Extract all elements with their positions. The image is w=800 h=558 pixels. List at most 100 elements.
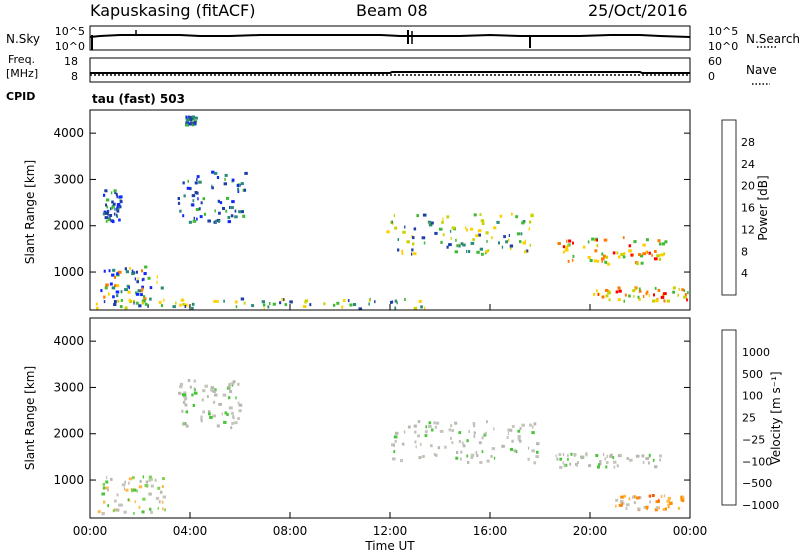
scatter-cell bbox=[646, 290, 649, 294]
scatter-cell bbox=[217, 199, 220, 203]
scatter-cell bbox=[601, 252, 604, 256]
scatter-cell bbox=[302, 305, 307, 308]
freq-tick-bottom: 8 bbox=[71, 70, 78, 83]
scatter-cell bbox=[652, 299, 655, 303]
power-ylabel: Slant Range [km] bbox=[23, 160, 37, 264]
scatter-cell bbox=[556, 457, 559, 461]
scatter-cell bbox=[431, 428, 434, 432]
scatter-cell bbox=[435, 453, 438, 457]
scatter-cell bbox=[666, 499, 671, 503]
scatter-cell bbox=[188, 115, 191, 119]
scatter-cell bbox=[211, 186, 214, 190]
scatter-cell bbox=[394, 306, 397, 310]
scatter-cell bbox=[444, 445, 447, 449]
scatter-cell bbox=[651, 253, 653, 257]
scatter-cell bbox=[137, 277, 139, 281]
scatter-cell bbox=[106, 209, 110, 213]
scatter-cell bbox=[114, 508, 117, 512]
scatter-cell bbox=[509, 428, 513, 432]
scatter-cell bbox=[191, 393, 194, 397]
scatter-cell bbox=[628, 294, 631, 298]
scatter-cell bbox=[202, 389, 206, 393]
scatter-cell bbox=[179, 385, 183, 389]
scatter-cell bbox=[103, 500, 106, 504]
scatter-cell bbox=[413, 306, 418, 310]
scatter-cell bbox=[189, 385, 192, 389]
scatter-cell bbox=[135, 292, 140, 296]
scatter-cell bbox=[624, 293, 627, 297]
scatter-cell bbox=[677, 293, 679, 297]
scatter-cell bbox=[192, 199, 195, 203]
scatter-cell bbox=[113, 189, 117, 193]
scatter-cell bbox=[655, 506, 659, 510]
scatter-cell bbox=[138, 505, 141, 509]
scatter-cell bbox=[667, 496, 671, 500]
scatter-cell bbox=[522, 241, 526, 245]
scatter-cell bbox=[450, 424, 453, 428]
scatter-cell bbox=[148, 492, 152, 496]
scatter-cell bbox=[151, 477, 153, 481]
scatter-cell bbox=[498, 241, 500, 245]
scatter-cell bbox=[231, 178, 235, 182]
scatter-cell bbox=[572, 254, 575, 258]
scatter-cell bbox=[224, 173, 228, 177]
scatter-cell bbox=[113, 303, 117, 306]
colorbar-tick-label: 25 bbox=[742, 412, 756, 425]
scatter-cell bbox=[368, 302, 370, 306]
scatter-cell bbox=[125, 488, 129, 492]
station-title: Kapuskasing (fitACF) bbox=[90, 1, 255, 20]
scatter-cell bbox=[189, 187, 192, 191]
scatter-cell bbox=[473, 434, 476, 438]
scatter-cell bbox=[111, 206, 114, 210]
scatter-cell bbox=[131, 489, 134, 493]
scatter-cell bbox=[116, 203, 121, 206]
scatter-cell bbox=[193, 387, 195, 391]
scatter-cell bbox=[221, 412, 224, 416]
scatter-cell bbox=[680, 498, 684, 502]
scatter-cell bbox=[243, 188, 247, 192]
scatter-cell bbox=[623, 299, 625, 303]
scatter-cell bbox=[568, 239, 572, 243]
scatter-cell bbox=[126, 284, 130, 288]
scatter-cell bbox=[111, 200, 114, 204]
scatter-cell bbox=[664, 240, 668, 244]
scatter-cell bbox=[144, 302, 148, 306]
scatter-cell bbox=[472, 238, 475, 241]
x-tick-label: 20:00 bbox=[573, 524, 608, 538]
scatter-cell bbox=[605, 288, 609, 292]
freq-frame bbox=[89, 57, 691, 83]
colorbar-tick-label: 8 bbox=[741, 245, 748, 258]
scatter-cell bbox=[655, 500, 659, 504]
scatter-cell bbox=[183, 397, 187, 401]
scatter-cell bbox=[196, 175, 200, 179]
scatter-cell bbox=[525, 249, 529, 253]
scatter-cell bbox=[211, 170, 215, 174]
scatter-cell bbox=[527, 446, 530, 450]
scatter-cell bbox=[394, 439, 397, 443]
scatter-cell bbox=[645, 292, 648, 296]
scatter-cell bbox=[231, 383, 234, 387]
scatter-cell bbox=[597, 293, 599, 296]
scatter-cell bbox=[593, 292, 596, 296]
y-tick-label: 4000 bbox=[53, 334, 84, 348]
scatter-cell bbox=[598, 292, 601, 296]
scatter-cell bbox=[648, 294, 650, 297]
scatter-cell bbox=[643, 505, 647, 509]
scatter-cell bbox=[564, 248, 569, 252]
scatter-cell bbox=[613, 460, 617, 464]
scatter-cell bbox=[118, 195, 121, 199]
scatter-cell bbox=[210, 386, 215, 390]
scatter-cell bbox=[623, 252, 626, 255]
scatter-cell bbox=[672, 286, 676, 290]
cpid-label: CPID bbox=[6, 90, 35, 103]
scatter-cell bbox=[617, 298, 621, 302]
scatter-cell bbox=[103, 193, 106, 197]
scatter-cell bbox=[230, 426, 233, 430]
scatter-cell bbox=[425, 425, 428, 429]
scatter-cell bbox=[207, 410, 211, 414]
scatter-cell bbox=[481, 436, 484, 440]
scatter-cell bbox=[159, 490, 163, 494]
scatter-cell bbox=[136, 489, 138, 493]
scatter-cell bbox=[461, 441, 464, 445]
scatter-cell bbox=[336, 301, 340, 305]
